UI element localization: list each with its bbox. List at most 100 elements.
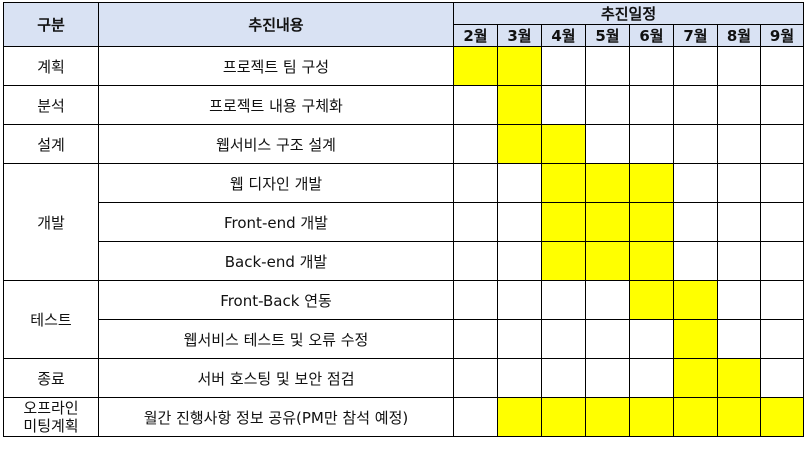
schedule-cell-empty — [541, 85, 586, 125]
schedule-cell-empty — [759, 280, 805, 320]
month-header: 2월 — [453, 24, 498, 47]
schedule-cell-filled — [585, 202, 630, 242]
schedule-cell-empty — [541, 319, 586, 359]
schedule-cell-empty — [497, 280, 542, 320]
schedule-cell-empty — [585, 358, 630, 398]
schedule-cell-empty — [717, 124, 761, 164]
schedule-cell-empty — [673, 124, 718, 164]
schedule-cell-empty — [497, 163, 542, 203]
schedule-cell-empty — [585, 319, 630, 359]
schedule-cell-empty — [453, 280, 498, 320]
schedule-cell-empty — [759, 319, 805, 359]
schedule-cell-empty — [759, 163, 805, 203]
schedule-cell-empty — [759, 85, 805, 125]
schedule-cell-empty — [541, 46, 586, 86]
table-row: 계획 프로젝트 팀 구성 — [3, 46, 805, 86]
schedule-cell-empty — [759, 358, 805, 398]
schedule-cell-empty — [717, 280, 761, 320]
schedule-cell-filled — [541, 202, 586, 242]
schedule-cell-empty — [673, 202, 718, 242]
schedule-cell-empty — [541, 358, 586, 398]
task-cell: 월간 진행사항 정보 공유(PM만 참석 예정) — [98, 397, 454, 437]
schedule-cell-empty — [629, 85, 674, 125]
schedule-cell-empty — [759, 46, 805, 86]
month-header: 9월 — [759, 24, 805, 47]
schedule-cell-empty — [453, 358, 498, 398]
schedule-cell-filled — [585, 163, 630, 203]
month-header: 8월 — [717, 24, 761, 47]
schedule-cell-empty — [673, 46, 718, 86]
month-header: 7월 — [673, 24, 718, 47]
schedule-table-container: 구분 추진내용 추진일정 2월 3월 4월 5월 6월 7월 8월 9월 계획 프… — [3, 2, 805, 437]
schedule-cell-empty — [717, 85, 761, 125]
schedule-cell-filled — [629, 280, 674, 320]
schedule-cell-filled — [497, 46, 542, 86]
schedule-cell-empty — [585, 46, 630, 86]
schedule-cell-empty — [585, 124, 630, 164]
table-row: Front-end 개발 — [4, 202, 805, 242]
schedule-cell-filled — [541, 163, 586, 203]
schedule-cell-filled — [541, 124, 586, 164]
month-header: 4월 — [541, 24, 586, 47]
schedule-cell-empty — [453, 124, 498, 164]
schedule-cell-filled — [497, 85, 542, 125]
category-cell: 분석 — [3, 85, 99, 125]
schedule-cell-empty — [673, 163, 718, 203]
schedule-cell-empty — [629, 46, 674, 86]
schedule-cell-empty — [717, 163, 761, 203]
schedule-cell-empty — [629, 124, 674, 164]
schedule-cell-empty — [717, 46, 761, 86]
table-row: 테스트 Front-Back 연동 — [3, 280, 805, 359]
schedule-cell-filled — [673, 358, 718, 398]
category-cell: 계획 — [3, 46, 99, 86]
header-category: 구분 — [3, 2, 99, 47]
schedule-body: 계획 프로젝트 팀 구성 분석 프로젝트 내용 구체화 설계 웹서비스 구조 설계 개발 웹 … — [3, 46, 805, 437]
schedule-cell-filled — [673, 397, 718, 437]
task-cell: 프로젝트 내용 구체화 — [98, 85, 454, 125]
schedule-cell-empty — [585, 280, 630, 320]
schedule-cell-filled — [541, 241, 586, 281]
task-cell: Front-Back 연동 — [98, 280, 454, 320]
task-cell: 서버 호스팅 및 보안 점검 — [98, 358, 454, 398]
schedule-cell-empty — [759, 124, 805, 164]
schedule-cell-empty — [541, 280, 586, 320]
schedule-cell-empty — [717, 319, 761, 359]
task-cell: 웹 디자인 개발 — [98, 163, 454, 203]
category-cell: 오프라인 미팅계획 — [3, 397, 99, 437]
schedule-cell-empty — [585, 85, 630, 125]
task-cell: 프로젝트 팀 구성 — [98, 46, 454, 86]
schedule-cell-filled — [629, 202, 674, 242]
schedule-cell-empty — [497, 358, 542, 398]
schedule-cell-filled — [629, 241, 674, 281]
schedule-cell-empty — [629, 358, 674, 398]
schedule-cell-filled — [673, 280, 718, 320]
schedule-cell-filled — [629, 397, 674, 437]
month-header: 3월 — [497, 24, 542, 47]
category-line: 오프라인 — [23, 399, 79, 417]
schedule-cell-empty — [497, 319, 542, 359]
schedule-cell-empty — [759, 202, 805, 242]
schedule-cell-filled — [585, 397, 630, 437]
table-row: 분석 프로젝트 내용 구체화 — [3, 85, 805, 125]
category-line: 미팅계획 — [23, 417, 79, 435]
schedule-cell-filled — [717, 358, 761, 398]
schedule-cell-filled — [673, 319, 718, 359]
table-row: 오프라인 미팅계획 월간 진행사항 정보 공유(PM만 참석 예정) — [3, 397, 805, 437]
table-row: 개발 웹 디자인 개발 — [3, 163, 805, 281]
schedule-cell-empty — [453, 202, 498, 242]
schedule-cell-filled — [717, 397, 761, 437]
schedule-cell-empty — [629, 319, 674, 359]
schedule-cell-empty — [497, 202, 542, 242]
schedule-cell-empty — [717, 202, 761, 242]
schedule-cell-empty — [759, 241, 805, 281]
schedule-cell-empty — [453, 397, 498, 437]
task-cell: Back-end 개발 — [98, 241, 454, 281]
category-cell: 테스트 — [3, 280, 99, 359]
schedule-table: 구분 추진내용 추진일정 2월 3월 4월 5월 6월 7월 8월 9월 계획 프… — [3, 2, 805, 437]
schedule-cell-empty — [497, 241, 542, 281]
schedule-cell-filled — [497, 124, 542, 164]
task-cell: Front-end 개발 — [98, 202, 454, 242]
schedule-cell-empty — [453, 319, 498, 359]
schedule-cell-empty — [453, 241, 498, 281]
task-cell: 웹서비스 테스트 및 오류 수정 — [98, 319, 454, 359]
